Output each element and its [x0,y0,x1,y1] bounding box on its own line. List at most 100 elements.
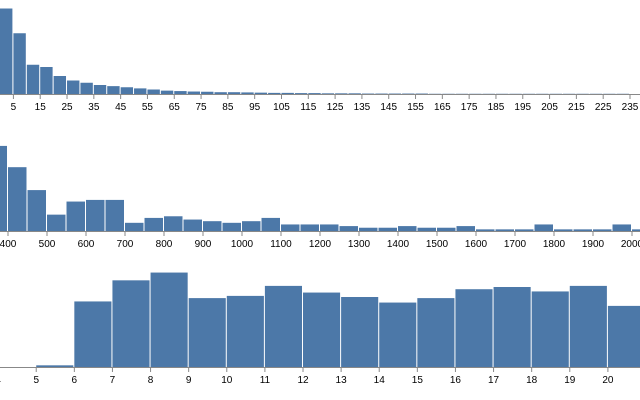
histogram-bar [66,201,85,231]
x-tick-label: 1400 [387,239,410,250]
histogram-bar [13,33,26,94]
x-tick-label: 165 [434,102,451,113]
histogram-bar [455,289,493,367]
histogram-bar [339,226,358,231]
x-tick-label: 700 [117,239,134,250]
x-tick-label: 16 [450,375,462,386]
histogram-bar [36,365,74,367]
histogram-bar [476,229,495,231]
x-tick-label: 105 [273,102,290,113]
x-tick-label: 115 [300,102,316,113]
histogram-bar [125,222,144,231]
histogram-bar [515,229,534,231]
x-tick-label: 1700 [504,239,527,250]
histogram-bar [67,80,80,94]
histogram-bar [320,224,339,231]
histogram-bar [214,92,227,94]
x-tick-label: 15 [412,375,424,386]
histogram-bar [261,217,280,231]
x-tick-label: 195 [514,102,531,113]
x-tick-label: 155 [407,102,424,113]
histogram-bar [417,298,455,367]
histogram-bar [554,229,573,231]
x-tick-label: 10 [221,375,233,386]
x-tick-label: 95 [249,102,261,113]
x-tick-label: 13 [336,375,348,386]
x-tick-label: 1500 [426,239,449,250]
histogram-bar [531,291,569,367]
x-tick-label: 225 [595,102,612,113]
histogram-bar [53,76,67,94]
histogram-bar [74,301,112,367]
histogram-bar [294,93,308,94]
x-tick-label: 135 [354,102,371,113]
x-tick-label: 85 [222,102,234,113]
histogram-bar [40,67,53,94]
histogram-bar [341,297,379,367]
histogram-bar [105,199,124,231]
x-tick-label: 1100 [270,239,292,250]
x-tick-label: 185 [488,102,505,113]
histogram-bar [27,190,46,231]
x-tick-label: 11 [260,375,271,386]
histogram-bar [264,285,302,367]
histogram-bar [164,216,183,231]
histogram-bar [26,64,40,94]
histogram-bar [0,8,13,94]
histogram-bar [241,92,254,94]
histogram-bar [227,92,241,94]
histogram-bar [134,88,147,95]
x-tick-label: 20 [602,375,614,386]
histogram-bar [254,92,268,94]
histogram-bar [534,224,553,231]
histogram-bar [321,93,335,94]
x-tick-label: 235 [622,102,639,113]
histogram-bar [242,221,261,231]
histogram-bar [86,199,105,231]
x-tick-label: 5 [33,375,39,386]
x-tick-label: 1300 [348,239,371,250]
x-tick-label: 35 [88,102,100,113]
x-tick-label: 500 [39,239,56,250]
x-tick-label: 800 [156,239,173,250]
x-tick-label: 15 [35,102,47,113]
histogram-bar [281,92,294,95]
x-tick-label: 6 [72,375,78,386]
histogram-bar [569,285,607,367]
x-tick-label: 400 [0,239,17,250]
histogram-bar [398,226,417,231]
histogram-bar [187,91,201,95]
histogram-bar [222,222,241,231]
x-tick-label: 1000 [231,239,254,250]
x-tick-label: 9 [186,375,192,386]
x-tick-label: 900 [195,239,212,250]
x-tick-label: 205 [541,102,558,113]
histogram-bar [348,93,361,94]
histogram-bar [335,93,348,94]
histogram-bar [47,214,66,231]
histogram-bar [493,287,531,367]
histogram-bar [93,85,107,94]
histogram-bar [303,292,341,367]
x-tick-label: 65 [169,102,181,113]
x-tick-label: 8 [148,375,154,386]
x-tick-label: 145 [380,102,397,113]
histogram-bar [0,145,7,231]
x-tick-label: 600 [78,239,95,250]
x-tick-label: 7 [110,375,116,386]
x-tick-label: 1600 [465,239,488,250]
histogram-bar [495,229,514,231]
histogram-bar [379,302,417,367]
histogram-bar [120,87,134,94]
histogram-bar [573,229,592,231]
histogram-panel-3: 4 5 6 7 8 9 10 11 12 13 14 15 16 17 18 19 20 [0,272,640,386]
histogram-bar [607,305,640,367]
histogram-bar [188,298,226,367]
histogram-bar [612,224,631,231]
x-tick-label: 175 [461,102,478,113]
histogram-bar [80,82,93,94]
x-tick-label: 19 [564,375,576,386]
x-tick-label: 215 [568,102,585,113]
x-tick-label: 1200 [309,239,332,250]
